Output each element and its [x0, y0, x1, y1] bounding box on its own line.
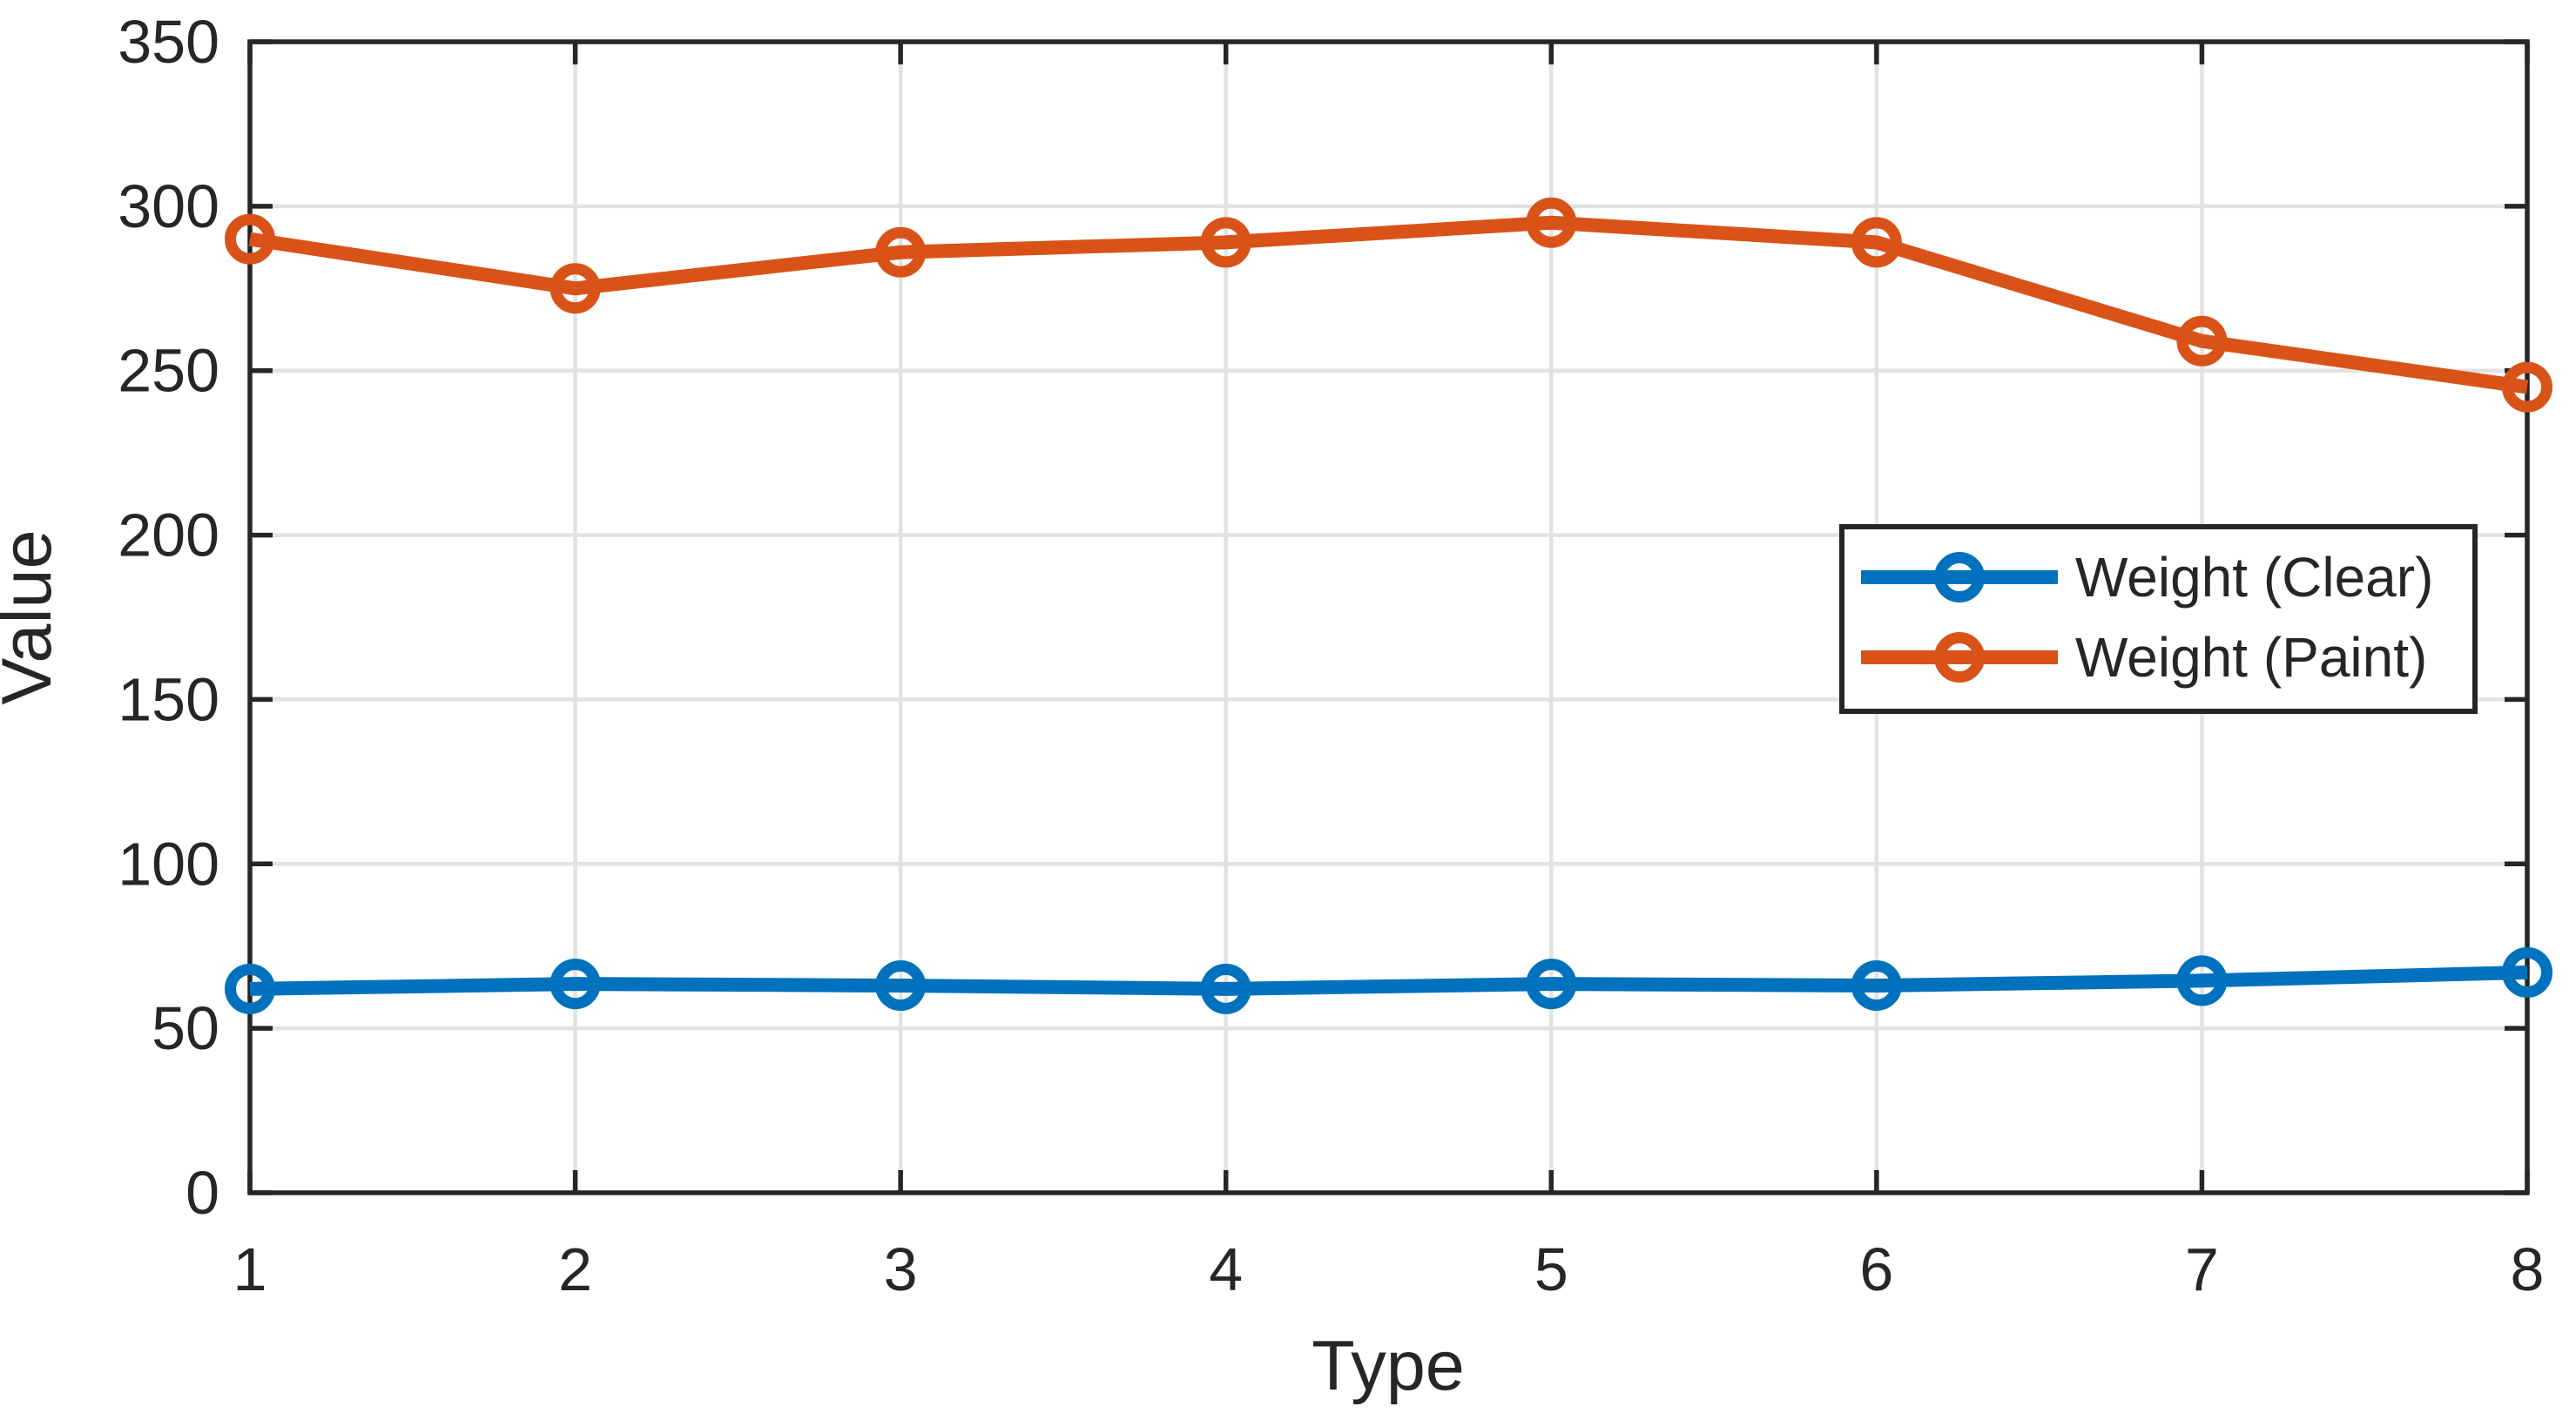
y-tick-label: 300	[118, 172, 219, 240]
y-tick-label: 200	[118, 501, 219, 569]
axes-box	[247, 39, 2530, 1195]
data-point-marker	[550, 959, 601, 1010]
x-tick-label: 2	[558, 1235, 592, 1303]
legend: Weight (Clear) Weight (Paint)	[1839, 524, 2478, 714]
data-point-marker	[875, 960, 927, 1012]
y-tick-label: 100	[118, 830, 219, 898]
data-point-marker	[1526, 197, 1577, 248]
legend-marker-icon	[1934, 552, 1985, 602]
data-point-marker	[225, 213, 275, 265]
data-point-marker	[2502, 946, 2552, 998]
legend-label: Weight (Paint)	[2075, 626, 2427, 689]
data-point-marker	[875, 226, 927, 278]
x-tick-label: 5	[1534, 1235, 1568, 1303]
legend-item: Weight (Paint)	[1861, 626, 2427, 689]
x-tick-label: 7	[2185, 1235, 2219, 1303]
data-point-marker	[1851, 217, 1902, 268]
data-point-marker	[2502, 361, 2552, 413]
axes-box-and-ticks	[247, 39, 2530, 1195]
x-axis-label: Type	[1312, 1327, 1465, 1405]
x-tick-label: 3	[884, 1235, 918, 1303]
y-tick-label: 350	[118, 8, 219, 76]
data-point-marker	[1526, 959, 1577, 1010]
data-point-marker	[1200, 963, 1251, 1014]
data-point-marker	[2176, 955, 2228, 1006]
y-tick-label: 0	[185, 1159, 219, 1227]
y-axis-label: Value	[0, 529, 66, 704]
data-point-marker	[1851, 960, 1902, 1012]
x-tick-label: 8	[2511, 1235, 2545, 1303]
y-tick-label: 250	[118, 337, 219, 405]
legend-marker-icon	[1934, 632, 1985, 683]
series-line	[248, 215, 2529, 394]
x-tick-label: 1	[233, 1235, 267, 1303]
data-point-marker	[1200, 217, 1251, 268]
series-line	[249, 965, 2528, 996]
data-point-marker	[225, 963, 275, 1014]
data-point-marker	[2176, 315, 2228, 367]
y-tick-label: 50	[152, 994, 219, 1062]
legend-label: Weight (Clear)	[2075, 546, 2433, 609]
x-tick-label: 6	[1859, 1235, 1893, 1303]
legend-item: Weight (Clear)	[1861, 546, 2433, 609]
data-series	[225, 197, 2552, 1014]
y-tick-label: 150	[118, 665, 219, 733]
gridlines	[250, 42, 2527, 1193]
x-tick-label: 4	[1209, 1235, 1243, 1303]
data-point-marker	[550, 263, 601, 314]
tick-labels: 0 50 100 150 200 250 300 350 1 2 3 4 5 6 7 8	[118, 8, 2544, 1303]
